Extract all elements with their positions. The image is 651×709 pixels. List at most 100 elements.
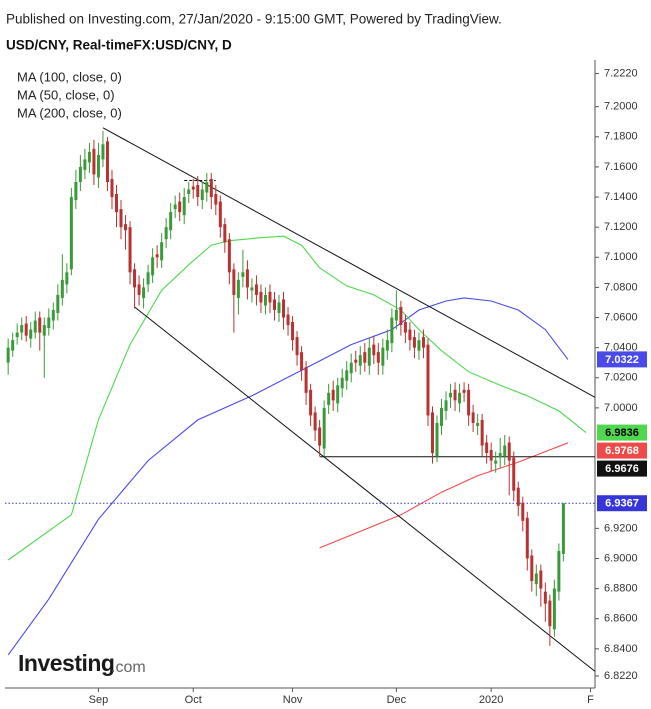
price-tag: 6.9676 — [597, 460, 647, 477]
candle-body — [196, 184, 200, 198]
candle-body — [268, 291, 272, 303]
candle-body — [56, 294, 60, 314]
legend-entry: MA (100, close, 0) — [17, 69, 122, 84]
x-tick-label: Sep — [89, 694, 109, 706]
candle-body — [146, 272, 150, 285]
candle-body — [453, 389, 457, 401]
candle-body — [137, 284, 141, 295]
price-tag-box — [597, 424, 647, 441]
candle-body — [38, 317, 42, 333]
candle-body — [259, 291, 263, 303]
candle-body — [471, 412, 475, 423]
candle-body — [295, 337, 299, 356]
y-tick-label: 7.2000 — [604, 101, 638, 113]
candle-body — [24, 323, 28, 336]
y-tick-label: 7.1400 — [604, 191, 638, 203]
candle-body — [476, 422, 480, 426]
candle-body — [494, 460, 498, 464]
candle-body — [440, 407, 444, 426]
candle-body — [557, 550, 561, 592]
price-tag-box — [597, 495, 647, 512]
candle-body — [164, 227, 168, 240]
candle-body — [376, 352, 380, 363]
candle-body — [543, 591, 547, 604]
candle-body — [142, 287, 146, 298]
candle-body — [83, 159, 87, 170]
trend-line — [102, 127, 596, 398]
candle-body — [286, 314, 290, 326]
moving-average-line — [7, 297, 569, 656]
candle-body — [78, 166, 82, 182]
candle-body — [119, 209, 123, 228]
candle-body — [232, 269, 236, 295]
candle-body — [218, 201, 222, 228]
candle-body — [435, 422, 439, 457]
chart-subtitle: Published on Investing.com, 27/Jan/2020 … — [6, 12, 502, 27]
y-tick-label: 7.0200 — [604, 372, 638, 384]
candle-body — [394, 309, 398, 321]
price-tag-label: 6.9836 — [605, 427, 639, 439]
y-tick-label: 6.8400 — [604, 643, 638, 655]
candle-body — [462, 389, 466, 393]
candle-body — [539, 570, 543, 589]
candle-body — [304, 367, 308, 393]
price-tag: 7.0322 — [597, 351, 647, 368]
y-tick-label: 7.2220 — [604, 67, 638, 79]
candle-body — [525, 517, 529, 559]
candle-body — [60, 279, 64, 298]
candle-body — [200, 189, 204, 201]
candle-body — [6, 347, 10, 363]
candle-body — [372, 344, 376, 356]
candle-body — [96, 154, 100, 178]
logo-suffix: .com — [111, 659, 146, 676]
candle-body — [205, 181, 209, 193]
candle-body — [489, 450, 493, 461]
candle-body — [47, 317, 51, 329]
x-tick-label: Oct — [185, 694, 202, 706]
y-tick-label: 6.8220 — [604, 670, 638, 682]
y-tick-label: 7.1600 — [604, 161, 638, 173]
candle-body — [403, 322, 407, 333]
candle-body — [534, 573, 538, 585]
candle-body — [101, 144, 105, 160]
candle-body — [223, 224, 227, 243]
logo: Investing .com — [18, 650, 146, 676]
candle-body — [421, 337, 425, 348]
candle-body — [29, 329, 33, 339]
y-tick-label: 7.1800 — [604, 131, 638, 143]
price-tag: 6.9836 — [597, 424, 647, 441]
candle-body — [74, 181, 78, 201]
x-tick-label: Nov — [283, 694, 303, 706]
price-tag-label: 7.0322 — [605, 354, 639, 366]
candle-body — [507, 442, 511, 461]
y-tick-label: 7.1200 — [604, 221, 638, 233]
candle-body — [173, 204, 177, 210]
candle-body — [467, 389, 471, 416]
candle-body — [390, 317, 394, 344]
price-tag-label: 6.9768 — [605, 445, 639, 457]
y-tick-label: 6.9200 — [604, 522, 638, 534]
trend-line — [134, 306, 596, 672]
candle-body — [318, 427, 322, 446]
candle-body — [128, 227, 132, 273]
price-tag: 6.9367 — [597, 495, 647, 512]
candle-body — [408, 329, 412, 341]
candle-body — [250, 287, 254, 291]
candle-body — [381, 347, 385, 366]
candle-body — [87, 151, 91, 163]
price-tag-box — [597, 351, 647, 368]
candle-body — [110, 178, 114, 198]
candle-body — [277, 302, 281, 314]
candle-body — [385, 340, 389, 351]
candle-body — [336, 385, 340, 404]
moving-average-line — [7, 235, 587, 561]
candle-body — [444, 400, 448, 411]
candle-body — [291, 322, 295, 341]
price-tag: 6.9768 — [597, 442, 647, 459]
candle-body — [349, 362, 353, 374]
candle-body — [363, 352, 367, 363]
candle-body — [33, 320, 37, 333]
candle-body — [191, 186, 195, 190]
candle-body — [354, 359, 358, 363]
